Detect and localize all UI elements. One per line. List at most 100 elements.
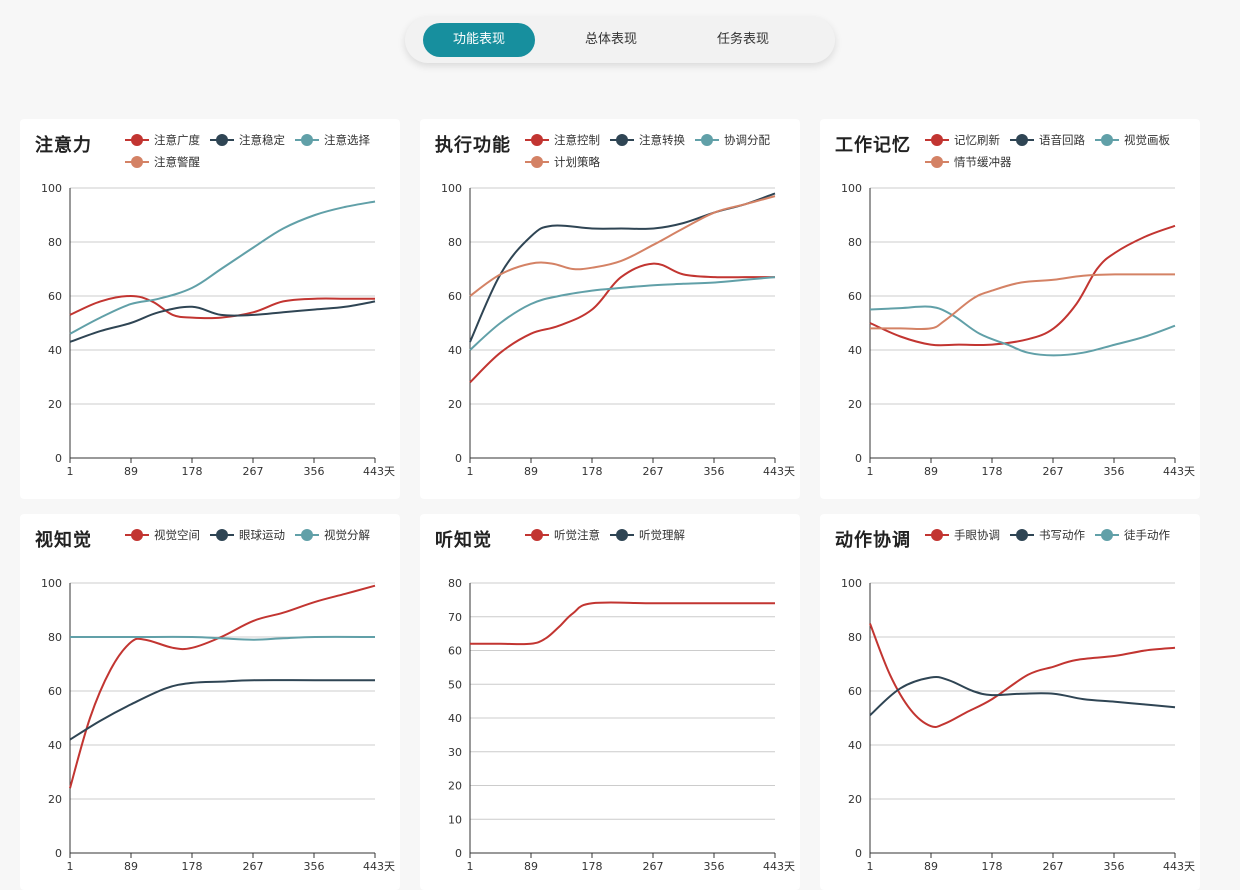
y-tick-label: 40 (848, 739, 862, 752)
legend-label: 书写动作 (1039, 528, 1085, 542)
legend-label: 视觉空间 (154, 528, 200, 542)
series-line (869, 623, 1176, 729)
legend-label: 注意警醒 (154, 155, 200, 169)
line-chart: 0 10 20 30 40 50 60 70 80 1 89 178 267 356 443天 (448, 577, 795, 873)
chart-title: 注意力 (35, 135, 92, 156)
legend-item[interactable]: 注意广度 (125, 129, 200, 151)
x-tick-label: 1 (67, 465, 74, 478)
series-line (869, 224, 1176, 347)
legend-item[interactable]: 听觉理解 (610, 524, 685, 546)
legend-label: 注意选择 (324, 133, 370, 147)
x-tick-label: 178 (982, 465, 1003, 478)
x-tick-label: 89 (924, 465, 938, 478)
series-line (469, 195, 776, 297)
x-tick-label: 1 (67, 860, 74, 873)
legend-marker-icon (125, 529, 149, 541)
y-tick-label: 70 (448, 611, 462, 624)
y-tick-label: 0 (55, 452, 62, 465)
chart-card-attention: 注意力 注意广度 注意稳定 注意选择 注意警醒 0 20 40 60 80 100 1 89 178 267… (20, 119, 400, 499)
legend-marker-icon (925, 529, 949, 541)
x-tick-label: 267 (1043, 860, 1064, 873)
x-tick-label: 443天 (1163, 465, 1195, 478)
y-tick-label: 50 (448, 678, 462, 691)
legend-item[interactable]: 记忆刷新 (925, 129, 1000, 151)
chart-title: 视知觉 (35, 530, 92, 551)
legend-marker-icon (295, 134, 319, 146)
x-tick-label: 267 (243, 465, 264, 478)
legend-marker-icon (525, 134, 549, 146)
legend-item[interactable]: 视觉空间 (125, 524, 200, 546)
y-tick-label: 100 (41, 577, 62, 590)
chart-legend: 注意控制 注意转换 协调分配计划策略 (525, 129, 795, 173)
y-tick-label: 100 (41, 182, 62, 195)
x-tick-label: 178 (182, 465, 203, 478)
y-tick-label: 80 (448, 236, 462, 249)
legend-item[interactable]: 徒手动作 (1095, 524, 1170, 546)
legend-item[interactable]: 书写动作 (1010, 524, 1085, 546)
legend-item[interactable]: 眼球运动 (210, 524, 285, 546)
legend-item[interactable]: 情节缓冲器 (925, 151, 1012, 173)
x-tick-label: 443天 (1163, 860, 1195, 873)
legend-item[interactable]: 手眼协调 (925, 524, 1000, 546)
series-line (869, 675, 1176, 717)
x-tick-label: 267 (243, 860, 264, 873)
tab-task[interactable]: 任务表现 (716, 32, 769, 47)
series-line (870, 273, 1175, 331)
tab-overall[interactable]: 总体表现 (584, 32, 637, 47)
y-tick-label: 0 (455, 847, 462, 860)
line-chart: 0 20 40 60 80 100 1 89 178 267 356 443天 (41, 577, 395, 873)
legend-item[interactable]: 注意控制 (525, 129, 600, 151)
legend-item[interactable]: 计划策略 (525, 151, 600, 173)
legend-marker-icon (525, 529, 549, 541)
tab-function[interactable]: 功能表现 (423, 23, 535, 57)
series-line (470, 601, 775, 646)
legend-label: 计划策略 (554, 155, 600, 169)
y-tick-label: 60 (448, 645, 462, 658)
x-tick-label: 356 (304, 465, 325, 478)
line-chart: 0 20 40 60 80 100 1 89 178 267 356 443天 (41, 182, 395, 478)
legend-label: 手眼协调 (954, 528, 1000, 542)
legend-item[interactable]: 视觉分解 (295, 524, 370, 546)
legend-marker-icon (125, 156, 149, 168)
x-tick-label: 89 (124, 860, 138, 873)
y-tick-label: 20 (48, 398, 62, 411)
y-tick-label: 40 (48, 739, 62, 752)
chart-title: 工作记忆 (835, 135, 911, 156)
line-chart: 0 20 40 60 80 100 1 89 178 267 356 443天 (441, 182, 795, 478)
legend-item[interactable]: 注意转换 (610, 129, 685, 151)
legend-marker-icon (925, 156, 949, 168)
y-tick-label: 30 (448, 746, 462, 759)
legend-label: 听觉理解 (639, 528, 685, 542)
legend-item[interactable]: 注意选择 (295, 129, 370, 151)
legend-item[interactable]: 注意稳定 (210, 129, 285, 151)
series-line (69, 635, 376, 641)
y-tick-label: 40 (448, 344, 462, 357)
y-tick-label: 20 (448, 398, 462, 411)
x-tick-label: 356 (704, 860, 725, 873)
legend-label: 情节缓冲器 (954, 155, 1012, 169)
y-tick-label: 100 (841, 182, 862, 195)
legend-item[interactable]: 语音回路 (1010, 129, 1085, 151)
legend-item[interactable]: 听觉注意 (525, 524, 600, 546)
y-tick-label: 80 (48, 631, 62, 644)
legend-item[interactable]: 协调分配 (695, 129, 770, 151)
chart-legend: 记忆刷新 语音回路 视觉画板情节缓冲器 (925, 129, 1195, 173)
x-tick-label: 178 (982, 860, 1003, 873)
line-chart: 0 20 40 60 80 100 1 89 178 267 356 443天 (841, 577, 1195, 873)
legend-marker-icon (610, 134, 634, 146)
legend-marker-icon (610, 529, 634, 541)
x-tick-label: 1 (867, 465, 874, 478)
y-tick-label: 20 (48, 793, 62, 806)
chart-card-visual-perception: 视知觉 视觉空间 眼球运动 视觉分解 0 20 40 60 80 100 1 89 178 267 356 4… (20, 514, 400, 890)
legend-item[interactable]: 视觉画板 (1095, 129, 1170, 151)
x-tick-label: 267 (643, 465, 664, 478)
series-line (869, 305, 1176, 357)
y-tick-label: 100 (841, 577, 862, 590)
legend-item[interactable]: 注意警醒 (125, 151, 200, 173)
x-tick-label: 356 (304, 860, 325, 873)
legend-label: 注意控制 (554, 133, 600, 147)
y-tick-label: 10 (448, 813, 462, 826)
x-tick-label: 89 (524, 465, 538, 478)
legend-label: 注意稳定 (239, 133, 285, 147)
y-tick-label: 40 (448, 712, 462, 725)
